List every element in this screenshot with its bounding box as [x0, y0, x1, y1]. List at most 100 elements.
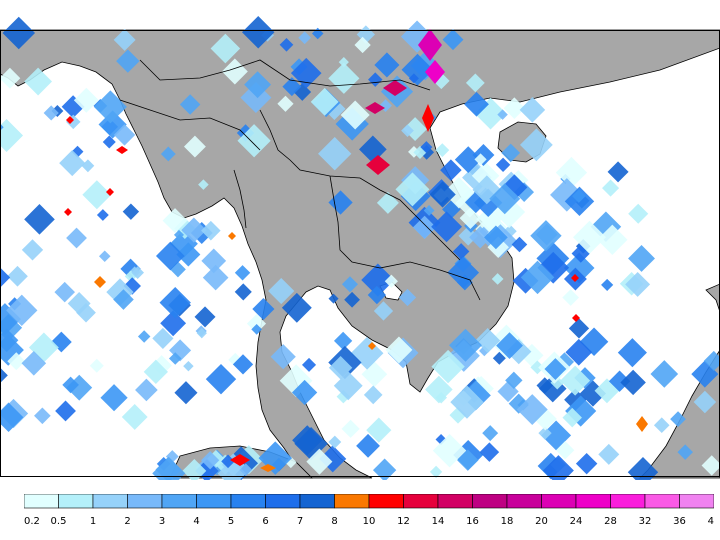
- rain-cell: [550, 178, 584, 212]
- rain-cell: [670, 411, 686, 428]
- rain-cell: [152, 327, 174, 349]
- rain-cell: [628, 203, 649, 224]
- rain-cell: [59, 150, 86, 177]
- rain-core: [230, 454, 250, 466]
- rain-cell: [0, 328, 19, 352]
- legend-tick-16: 24: [570, 516, 583, 527]
- rain-cell: [340, 100, 370, 130]
- rain-cell: [602, 179, 620, 197]
- rain-cell: [503, 97, 526, 119]
- legend-box-9: [334, 494, 370, 509]
- rain-cell: [401, 124, 414, 137]
- rain-cell: [221, 58, 248, 85]
- rain-core: [368, 342, 376, 350]
- legend-tick-15: 20: [535, 516, 548, 527]
- rain-cell: [497, 109, 508, 120]
- rain-cell: [323, 97, 346, 121]
- legend-tick-20: 40: [708, 516, 714, 527]
- rain-cell: [160, 146, 176, 162]
- legend-box-18: [644, 494, 680, 509]
- rain-cell: [76, 302, 96, 323]
- rain-cell: [281, 292, 312, 323]
- rain-cell: [210, 33, 241, 64]
- rain-cell: [489, 183, 521, 215]
- rain-cell: [328, 435, 342, 449]
- rain-cell: [565, 338, 593, 366]
- legend-tick-6: 5: [228, 516, 234, 527]
- rain-cell: [538, 426, 552, 440]
- legend-box-8: [299, 494, 335, 509]
- rain-cell: [318, 137, 352, 171]
- rain-cell: [544, 358, 567, 380]
- rain-cell: [237, 124, 271, 158]
- legend-tick-19: 36: [673, 516, 686, 527]
- rain-cell: [572, 189, 586, 203]
- rain-cell: [98, 250, 111, 263]
- rain-cell: [102, 135, 116, 149]
- legend-tick-3: 2: [124, 516, 130, 527]
- rain-cell: [408, 73, 419, 84]
- rain-cell: [122, 203, 140, 220]
- rain-cell: [221, 454, 235, 469]
- rain-cell: [50, 331, 72, 353]
- rain-cell: [298, 31, 312, 45]
- rain-cell: [234, 283, 252, 301]
- legend-box-15: [541, 494, 577, 509]
- rain-cell: [100, 384, 128, 412]
- legend-box-10: [368, 494, 404, 509]
- rain-cell: [152, 456, 186, 480]
- rain-cell: [447, 256, 480, 289]
- rain-cell: [182, 458, 207, 480]
- legend-box-17: [610, 494, 646, 509]
- rain-cell: [168, 352, 182, 365]
- rain-cell: [240, 82, 272, 114]
- rain-cell: [24, 67, 53, 96]
- rain-cell: [465, 73, 485, 93]
- rain-cell: [520, 260, 555, 295]
- rain-cell: [338, 57, 349, 68]
- rain-core: [64, 208, 72, 216]
- legend-tick-18: 32: [639, 516, 652, 527]
- rain-cell: [503, 224, 517, 238]
- rain-core: [116, 146, 128, 154]
- rain-cell: [555, 441, 575, 460]
- rain-cell: [442, 200, 461, 219]
- rain-cell: [232, 354, 254, 375]
- rain-cell: [560, 365, 591, 396]
- rain-cell: [282, 77, 302, 97]
- legend-box-2: [92, 494, 128, 509]
- rain-cell: [333, 371, 363, 401]
- rain-cell: [677, 444, 693, 460]
- legend-box-14: [506, 494, 542, 509]
- rain-cell: [169, 339, 192, 362]
- legend-tick-12: 14: [432, 516, 445, 527]
- rain-cell: [251, 324, 263, 335]
- rain-cell: [67, 292, 91, 315]
- rainfall-cells: [0, 16, 720, 480]
- rain-cell: [373, 301, 394, 321]
- rain-cell: [0, 267, 11, 288]
- rain-cell: [7, 352, 26, 371]
- rain-cell: [310, 87, 339, 116]
- rain-cell: [159, 286, 191, 319]
- rain-cell: [516, 394, 548, 426]
- rain-cell: [482, 425, 499, 442]
- rain-cell: [333, 331, 353, 350]
- legend-tick-4: 3: [159, 516, 165, 527]
- rain-cell: [258, 441, 293, 475]
- rain-cell: [562, 289, 580, 306]
- legend-box-13: [472, 494, 508, 509]
- rain-cell: [568, 318, 590, 339]
- rain-cell: [24, 204, 55, 235]
- rain-cell: [341, 419, 360, 438]
- rain-cell: [376, 191, 399, 214]
- legend-box-3: [127, 494, 163, 509]
- rain-cell: [181, 217, 207, 243]
- rain-core: [422, 104, 434, 132]
- rain-cell: [474, 153, 487, 166]
- rain-cell: [541, 420, 572, 451]
- rain-cell: [579, 327, 609, 356]
- rain-cell: [328, 293, 339, 304]
- rain-cell: [6, 294, 38, 327]
- rain-cell: [71, 145, 84, 158]
